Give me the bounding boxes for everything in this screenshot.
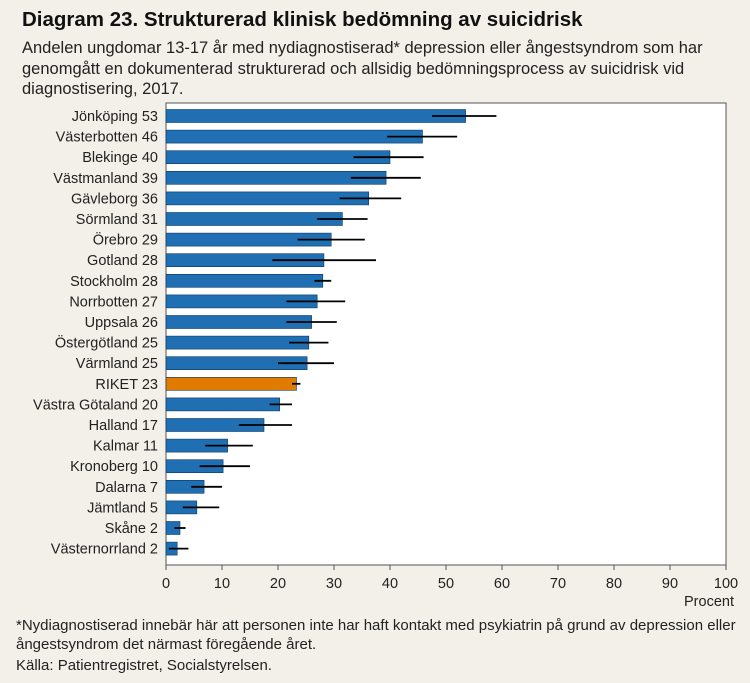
x-axis: 0 10 20 30 40 50 60 70 80 90 100 xyxy=(162,565,738,592)
x-tick-label: 50 xyxy=(438,576,454,592)
bar-chart: Jönköping 53 Västerbotten 46 Blekinge 40 Vä… xyxy=(0,0,750,683)
category-label: Gävleborg 36 xyxy=(71,191,158,207)
bar-region xyxy=(166,213,342,226)
x-tick-label: 20 xyxy=(270,576,286,592)
category-label: Dalarna 7 xyxy=(95,480,158,496)
category-label: Kronoberg 10 xyxy=(70,459,158,475)
category-label: Jönköping 53 xyxy=(72,109,158,125)
bar-region xyxy=(166,274,323,287)
x-tick-label: 60 xyxy=(494,576,510,592)
bar-region xyxy=(166,336,309,349)
bar-region xyxy=(166,398,280,411)
category-label: Uppsala 26 xyxy=(85,315,158,331)
bar-region xyxy=(166,130,422,143)
category-label: RIKET 23 xyxy=(95,377,158,393)
category-label: Värmland 25 xyxy=(76,356,158,372)
x-tick-label: 90 xyxy=(662,576,678,592)
category-label: Halland 17 xyxy=(89,418,158,434)
category-label: Östergötland 25 xyxy=(55,334,158,352)
category-label: Örebro 29 xyxy=(93,231,158,249)
x-tick-label: 30 xyxy=(326,576,342,592)
category-labels: Jönköping 53 Västerbotten 46 Blekinge 40 Vä… xyxy=(33,109,158,558)
x-tick-label: 100 xyxy=(714,576,738,592)
x-tick-label: 40 xyxy=(382,576,398,592)
category-label: Blekinge 40 xyxy=(82,150,158,166)
bar-riket xyxy=(166,377,296,390)
footnote: *Nydiagnostiserad innebär här att person… xyxy=(16,616,736,654)
category-label: Västernorrland 2 xyxy=(51,542,158,558)
x-tick-label: 80 xyxy=(606,576,622,592)
category-label: Sörmland 31 xyxy=(76,212,158,228)
category-label: Kalmar 11 xyxy=(93,439,158,455)
category-label: Jämtland 5 xyxy=(87,500,158,516)
x-axis-label: Procent xyxy=(684,594,734,610)
category-label: Västra Götaland 20 xyxy=(33,397,158,413)
category-label: Skåne 2 xyxy=(105,521,158,537)
category-label: Västmanland 39 xyxy=(53,171,158,187)
source-note: Källa: Patientregistret, Socialstyrelsen… xyxy=(16,657,272,674)
x-tick-label: 0 xyxy=(162,576,170,592)
x-tick-label: 10 xyxy=(214,576,230,592)
bar-region xyxy=(166,192,369,205)
category-label: Stockholm 28 xyxy=(70,274,158,290)
category-label: Gotland 28 xyxy=(87,253,158,269)
category-label: Västerbotten 46 xyxy=(56,130,158,146)
category-label: Norrbotten 27 xyxy=(69,294,158,310)
x-tick-label: 70 xyxy=(550,576,566,592)
bar-region xyxy=(166,110,466,123)
